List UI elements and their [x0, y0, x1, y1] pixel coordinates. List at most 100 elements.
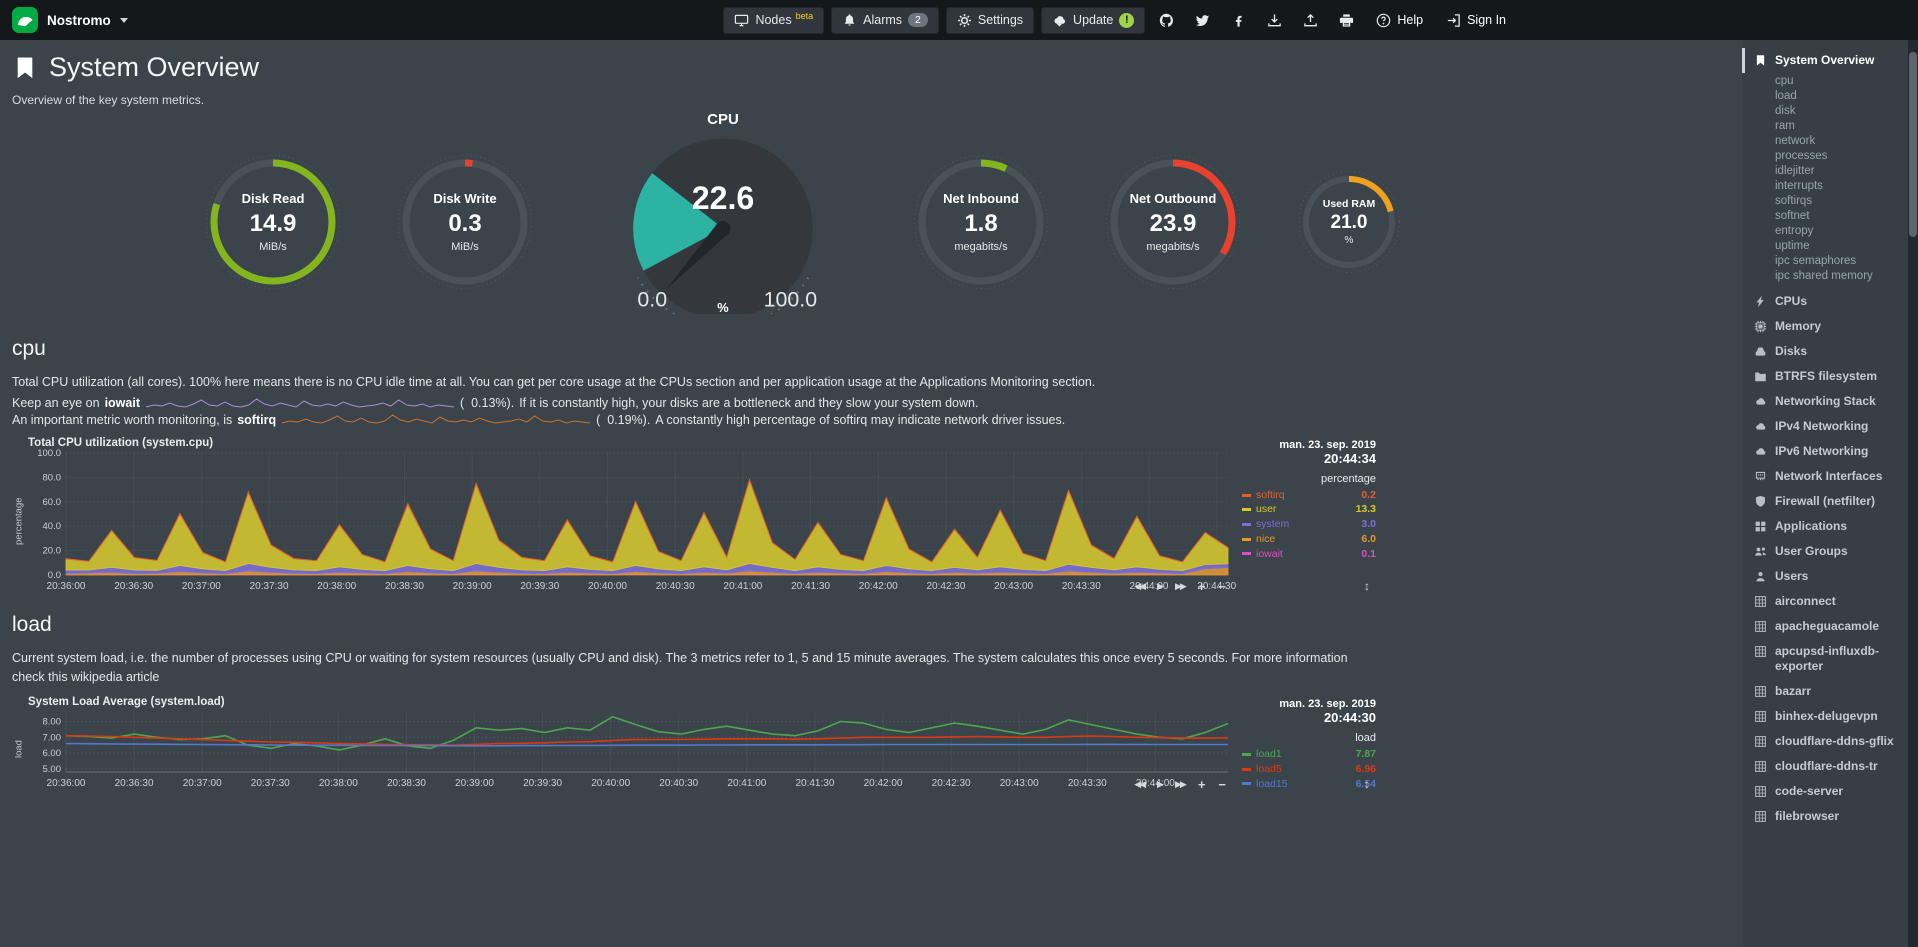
chart-pan-right-button[interactable]: ▶▶ — [1174, 580, 1187, 591]
sidebar-item-applications[interactable]: Applications — [1742, 514, 1908, 539]
svg-text:60.0: 60.0 — [43, 497, 62, 508]
sidebar-item-airconnect[interactable]: airconnect — [1742, 589, 1908, 614]
sidebar-subitem-load[interactable]: load — [1775, 89, 1797, 102]
chart-legend: man. 23. sep. 2019 20:44:30 load load1 7.87 l… — [1236, 696, 1376, 791]
chart-y-axis-label: percentage — [13, 496, 25, 545]
sidebar-item-cloudflare-ddns-tr[interactable]: cloudflare-ddns-tr — [1742, 754, 1908, 779]
help-button[interactable]: Help — [1368, 13, 1431, 28]
sidebar-subitem-entropy[interactable]: entropy — [1775, 224, 1814, 237]
svg-text:20:43:00: 20:43:00 — [994, 581, 1033, 592]
sidebar-scrollbar-thumb[interactable] — [1909, 52, 1917, 237]
sidebar-subitem-softirqs[interactable]: softirqs — [1775, 194, 1813, 207]
sidebar-item-cloudflare-ddns-gflix[interactable]: cloudflare-ddns-gflix — [1742, 729, 1908, 754]
export-button[interactable] — [1296, 9, 1325, 32]
import-button[interactable] — [1260, 9, 1289, 32]
sidebar-subitem-disk[interactable]: disk — [1775, 104, 1796, 117]
sidebar-item-code-server[interactable]: code-server — [1742, 779, 1908, 804]
sidebar-item-disks[interactable]: Disks — [1742, 339, 1908, 364]
legend-item-softirq[interactable]: softirq 0.2 — [1242, 488, 1376, 503]
chart-resize-handle[interactable]: ↕ — [1364, 578, 1370, 593]
svg-text:20:37:00: 20:37:00 — [183, 778, 222, 789]
print-button[interactable] — [1332, 9, 1361, 32]
update-button[interactable]: Update ! — [1041, 6, 1146, 34]
sidebar-item-ipv6-networking[interactable]: IPv6 Networking — [1742, 439, 1908, 464]
gauge-net-outbound[interactable]: Net Outbound 23.9 megabits/s — [1105, 154, 1241, 290]
sidebar-subitem-network[interactable]: network — [1775, 134, 1816, 147]
sidebar-subitem-cpu[interactable]: cpu — [1775, 74, 1794, 87]
gauge-used-ram[interactable]: Used RAM 21.0% — [1297, 170, 1401, 274]
nodes-icon — [734, 13, 749, 28]
gauge-cpu[interactable]: CPU 22.6 0.0 100.0% — [605, 111, 841, 328]
sidebar-item-firewall-netfilter[interactable]: Firewall (netfilter) — [1742, 489, 1908, 514]
settings-button[interactable]: Settings — [945, 6, 1035, 34]
sidebar-item-user-groups[interactable]: User Groups — [1742, 539, 1908, 564]
sidebar-item-users[interactable]: Users — [1742, 564, 1908, 589]
sidebar-subitem-processes[interactable]: processes — [1775, 149, 1828, 162]
sidebar-item-apacheguacamole[interactable]: apacheguacamole — [1742, 614, 1908, 639]
gauge-disk-write[interactable]: Disk Write 0.3 MiB/s — [397, 154, 533, 290]
legend-item-load1[interactable]: load1 7.87 — [1242, 747, 1376, 762]
sidebar-item-network-interfaces[interactable]: Network Interfaces — [1742, 464, 1908, 489]
chart-canvas[interactable]: 20:36:00 20:36:30 20:37:00 20:37:30 20:38:00… — [26, 708, 1236, 790]
wikipedia-article-link[interactable]: wikipedia article — [71, 669, 160, 684]
gauge-disk-read[interactable]: Disk Read 14.9 MiB/s — [205, 154, 341, 290]
svg-text:20.0: 20.0 — [43, 545, 62, 556]
legend-item-system[interactable]: system 3.0 — [1242, 517, 1376, 532]
sidebar-subitem-interrupts[interactable]: interrupts — [1775, 179, 1823, 192]
alarms-button[interactable]: Alarms 2 — [831, 6, 939, 34]
chart-zoom-out-button[interactable]: − — [1218, 777, 1226, 793]
page-subtitle: Overview of the key system metrics. — [12, 93, 205, 107]
sidebar-item-memory[interactable]: Memory — [1742, 314, 1908, 339]
legend-item-load15[interactable]: load15 6.54 — [1242, 777, 1376, 792]
gauge-net-inbound[interactable]: Net Inbound 1.8 megabits/s — [913, 154, 1049, 290]
sidebar-item-bazarr[interactable]: bazarr — [1742, 679, 1908, 704]
chart-pan-left-button[interactable]: ◀◀ — [1134, 779, 1146, 790]
sidebar-subitem-ipc-shared-memory[interactable]: ipc shared memory — [1775, 269, 1873, 282]
chart-pan-right-button[interactable]: ▶▶ — [1174, 779, 1187, 790]
legend-item-nice[interactable]: nice 6.0 — [1242, 532, 1376, 547]
chart-resize-handle[interactable]: ↕ — [1364, 777, 1370, 792]
nodes-label: Nodes — [755, 13, 792, 27]
sidebar-item-cpus[interactable]: CPUs — [1742, 289, 1908, 314]
chart-zoom-in-button[interactable]: + — [1197, 578, 1206, 594]
plot-row: percentage 20:36:00 20:36:30 20:37:00 20:37:… — [12, 449, 1237, 593]
brand[interactable]: Nostromo — [12, 7, 128, 33]
caret-down-icon[interactable] — [119, 17, 128, 23]
sidebar-scrollbar[interactable] — [1908, 40, 1918, 947]
sidebar-item-apcupsd-influxdb-exporter[interactable]: apcupsd-influxdb-exporter — [1742, 639, 1908, 679]
sidebar-item-ipv4-networking[interactable]: IPv4 Networking — [1742, 414, 1908, 439]
sidebar-item-filebrowser[interactable]: filebrowser — [1742, 804, 1908, 829]
sidebar-subitem-softnet[interactable]: softnet — [1775, 209, 1810, 222]
chart-zoom-in-button[interactable]: + — [1197, 777, 1206, 793]
sidebar-subitem-ram[interactable]: ram — [1775, 119, 1795, 132]
iowait-suffix: If it is constantly high, your disks are… — [519, 395, 979, 410]
chart-zoom-out-button[interactable]: − — [1218, 578, 1226, 594]
nodes-button[interactable]: Nodes beta — [723, 6, 825, 34]
sidebar-subitem-uptime[interactable]: uptime — [1775, 239, 1810, 252]
chart-pan-left-button[interactable]: ◀◀ — [1134, 580, 1146, 591]
chart-play-button[interactable]: ▶ — [1157, 779, 1164, 790]
sidebar-item-btrfs-filesystem[interactable]: BTRFS filesystem — [1742, 364, 1908, 389]
chart-title: Total CPU utilization (system.cpu) — [28, 436, 214, 449]
legend-item-user[interactable]: user 13.3 — [1242, 502, 1376, 517]
sidebar-item-label: Firewall (netfilter) — [1775, 494, 1876, 508]
sidebar-item-label: User Groups — [1775, 544, 1848, 558]
legend-item-iowait[interactable]: iowait 0.1 — [1242, 547, 1376, 562]
chart-play-button[interactable]: ▶ — [1157, 580, 1164, 591]
facebook-button[interactable] — [1224, 9, 1253, 32]
sidebar-item-system-overview[interactable]: System Overview — [1742, 48, 1908, 73]
legend-unit-label: load — [1355, 732, 1376, 745]
sidebar-subitem-ipc-semaphores[interactable]: ipc semaphores — [1775, 254, 1857, 267]
folder-icon — [1754, 370, 1767, 383]
sidebar-item-binhex-delugevpn[interactable]: binhex-delugevpn — [1742, 704, 1908, 729]
signin-button[interactable]: Sign In — [1438, 13, 1514, 28]
legend-color-dash — [1242, 493, 1251, 497]
legend-item-load5[interactable]: load5 6.96 — [1242, 762, 1376, 777]
facebook-icon — [1231, 13, 1246, 28]
sidebar-item-networking-stack[interactable]: Networking Stack — [1742, 389, 1908, 414]
sidebar-subitem-idlejitter[interactable]: idlejitter — [1775, 164, 1815, 177]
twitter-button[interactable] — [1188, 9, 1217, 32]
github-button[interactable] — [1152, 9, 1181, 32]
chart-canvas[interactable]: 20:36:00 20:36:30 20:37:00 20:37:30 20:38:00… — [26, 449, 1236, 593]
